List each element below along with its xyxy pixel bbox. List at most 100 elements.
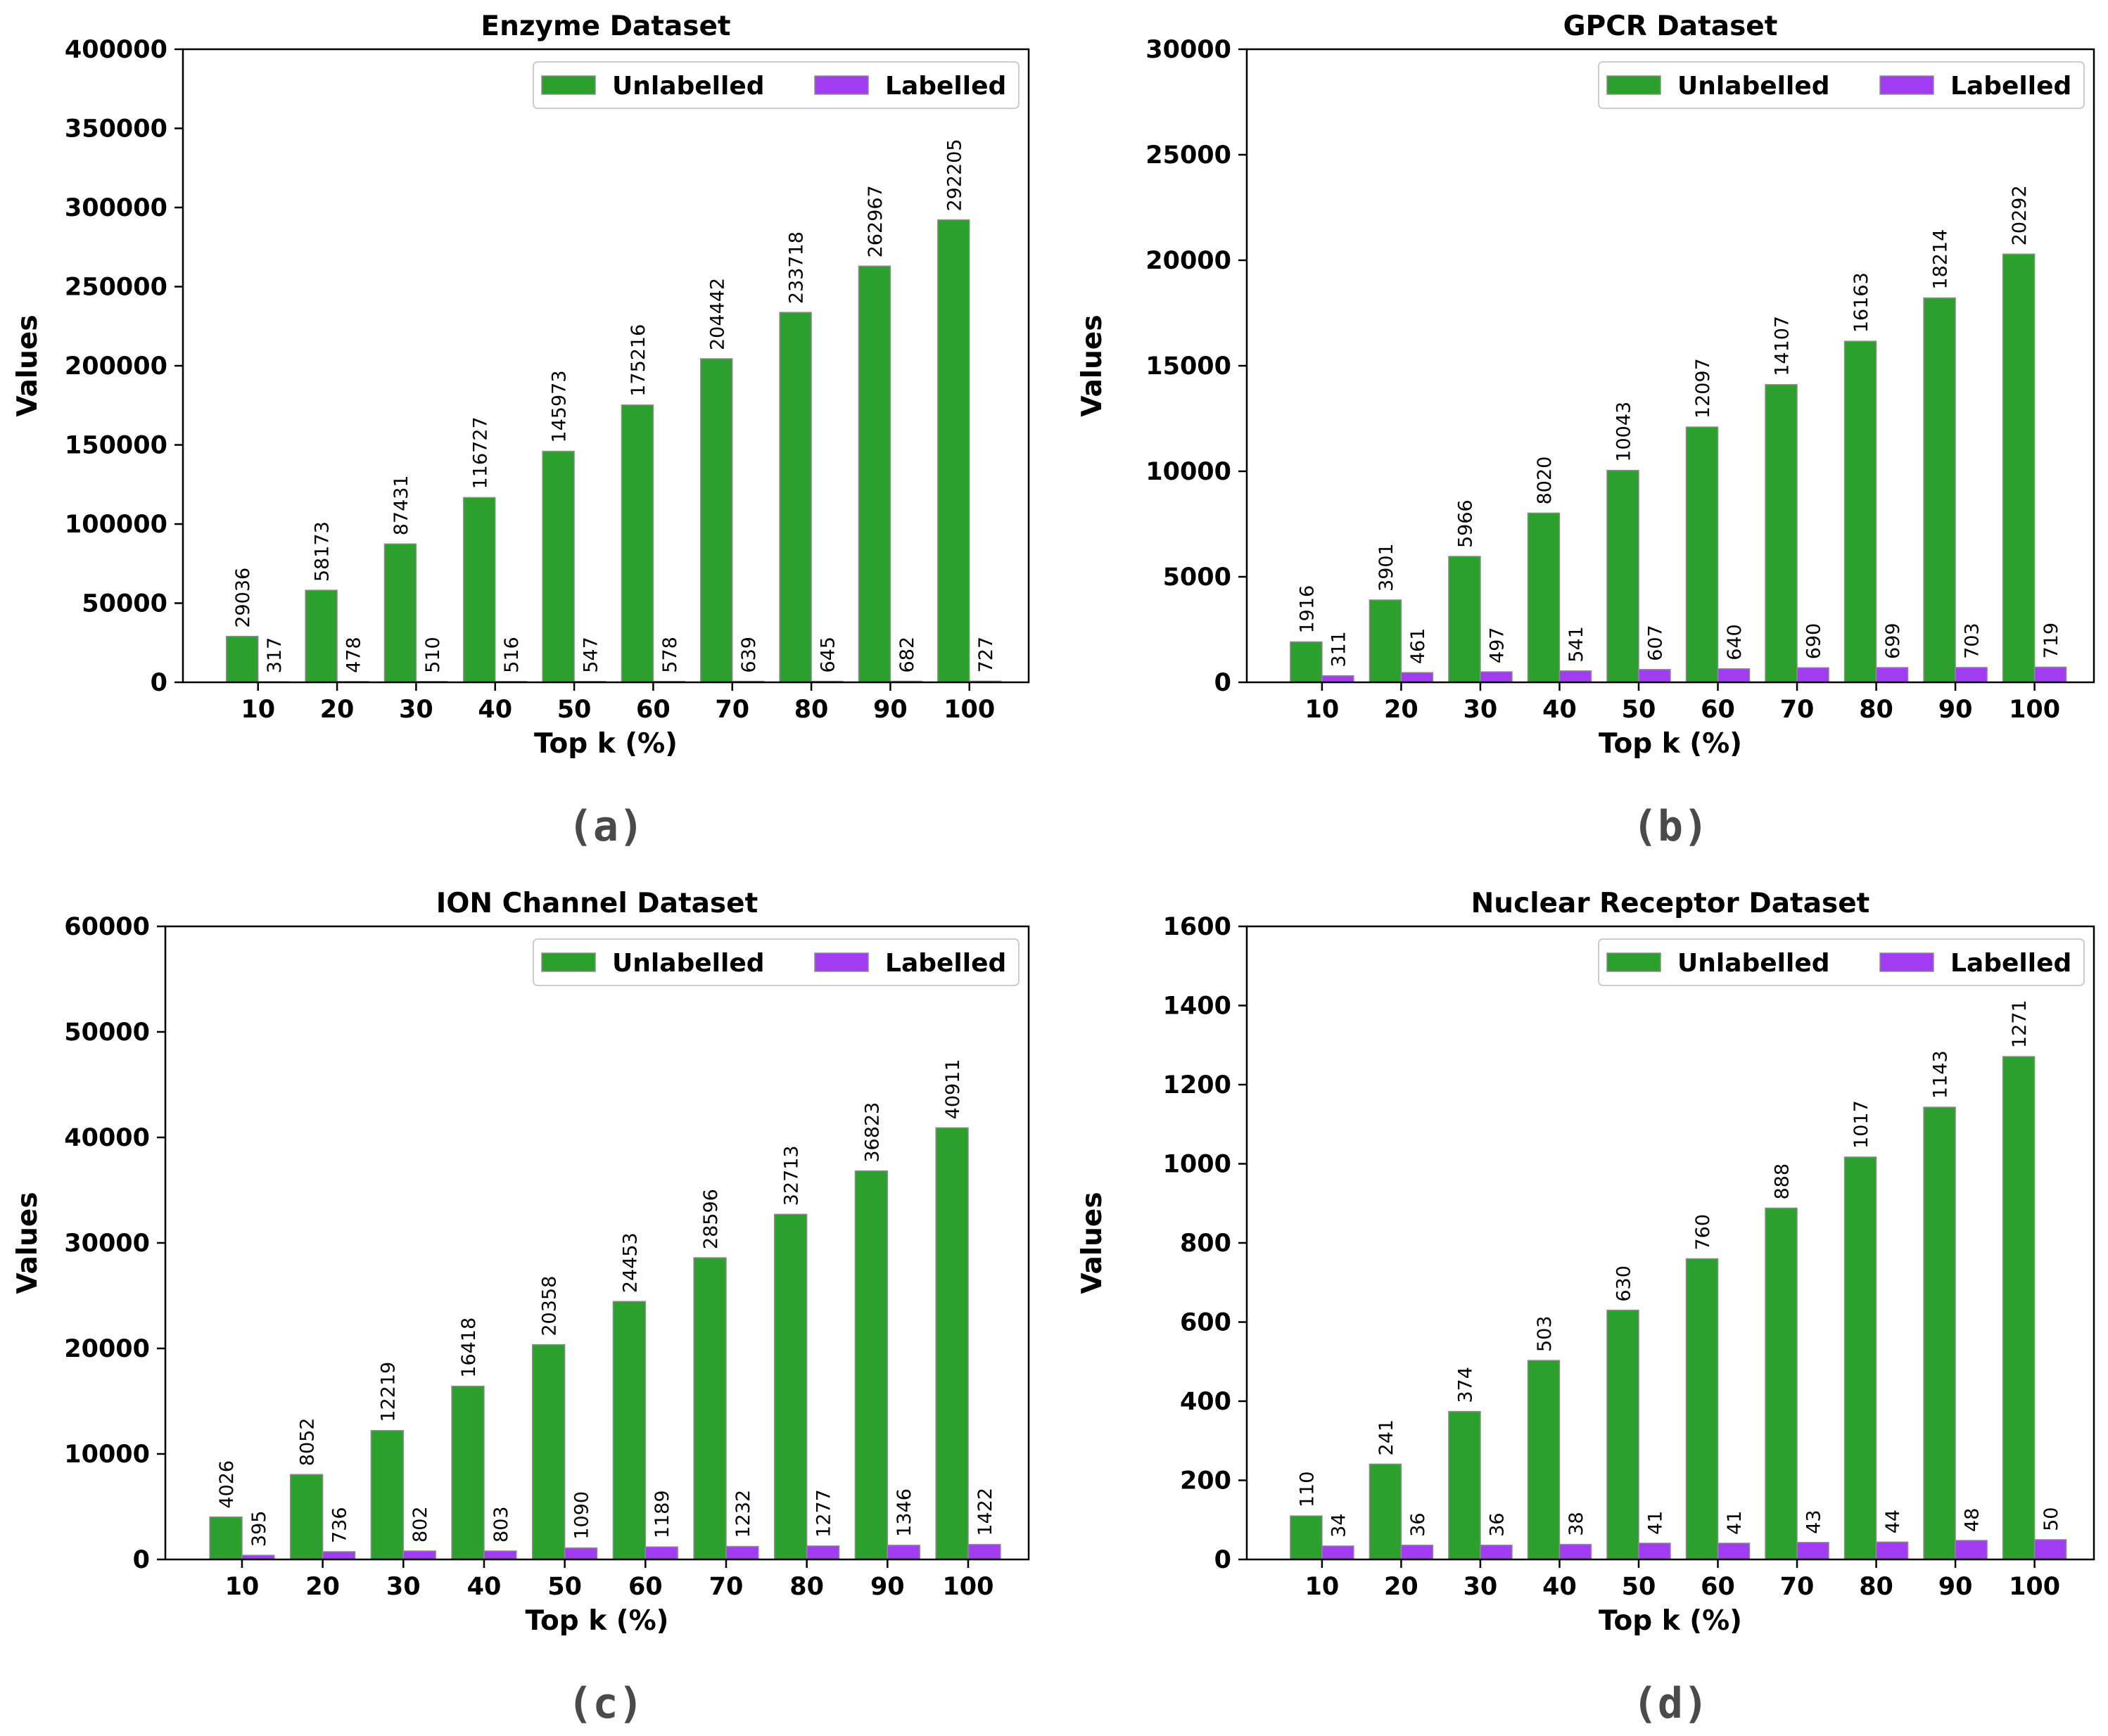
legend-box xyxy=(533,938,1020,986)
legend-swatch-labelled xyxy=(814,75,869,95)
x-tick-label: 70 xyxy=(1780,1573,1815,1601)
data-label-unlabelled: 58173 xyxy=(312,521,334,582)
chart-panel-c: ION Channel Dataset402680521221916418203… xyxy=(12,888,1030,1728)
bar-labelled-40 xyxy=(483,1550,517,1560)
bar-unlabelled-70 xyxy=(1765,384,1798,683)
plot-frame xyxy=(1245,48,2095,684)
data-label-labelled: 802 xyxy=(409,1506,431,1543)
x-tick-label: 100 xyxy=(2009,1573,2060,1601)
x-axis-label: Top k (%) xyxy=(534,728,678,760)
bar-unlabelled-100 xyxy=(935,1127,969,1560)
y-tick-label: 800 xyxy=(1180,1230,1231,1258)
data-label-labelled: 639 xyxy=(738,637,760,673)
x-tick-label: 30 xyxy=(1463,696,1498,724)
bar-labelled-30 xyxy=(1480,671,1513,683)
data-label-labelled: 1422 xyxy=(974,1488,996,1536)
y-tick-label: 250000 xyxy=(65,274,167,302)
y-tick-label: 10000 xyxy=(1145,458,1231,486)
y-tick-label: 50000 xyxy=(82,590,167,618)
data-label-labelled: 803 xyxy=(490,1506,512,1543)
data-label-unlabelled: 760 xyxy=(1692,1214,1714,1251)
data-label-unlabelled: 503 xyxy=(1534,1316,1556,1353)
data-label-unlabelled: 1916 xyxy=(1296,585,1318,634)
x-tick-label: 80 xyxy=(1859,1573,1893,1601)
y-tick-label: 10000 xyxy=(64,1441,150,1469)
panel-caption: (a) xyxy=(568,802,644,851)
bar-unlabelled-30 xyxy=(370,1429,405,1560)
legend-box xyxy=(1598,938,2085,986)
y-axis-label: Values xyxy=(1077,1192,1108,1294)
bar-unlabelled-10 xyxy=(226,635,259,683)
bar-unlabelled-80 xyxy=(779,312,812,683)
y-tick-label: 200 xyxy=(1180,1467,1231,1495)
data-label-unlabelled: 32713 xyxy=(781,1145,803,1206)
bar-labelled-20 xyxy=(1400,1545,1434,1560)
data-label-unlabelled: 40911 xyxy=(942,1059,964,1119)
data-label-unlabelled: 630 xyxy=(1613,1265,1634,1302)
x-tick-label: 50 xyxy=(547,1573,582,1601)
x-tick-label: 60 xyxy=(1701,1573,1735,1601)
legend-label-labelled: Labelled xyxy=(885,72,1006,101)
legend-label-unlabelled: Unlabelled xyxy=(1677,949,1830,978)
x-tick-label: 20 xyxy=(320,696,355,724)
bar-labelled-30 xyxy=(402,1550,436,1560)
bar-unlabelled-50 xyxy=(1606,469,1639,683)
bar-unlabelled-20 xyxy=(1369,1463,1402,1560)
x-tick-label: 100 xyxy=(2009,696,2060,724)
bar-unlabelled-70 xyxy=(1765,1207,1798,1560)
chart-title: Enzyme Dataset xyxy=(481,11,730,42)
x-tick-label: 10 xyxy=(1305,1573,1340,1601)
data-label-unlabelled: 16418 xyxy=(458,1317,480,1378)
data-label-labelled: 719 xyxy=(2040,623,2062,659)
data-label-labelled: 607 xyxy=(1644,625,1666,661)
bar-unlabelled-100 xyxy=(937,219,970,683)
data-label-labelled: 36 xyxy=(1486,1512,1508,1536)
data-label-unlabelled: 8020 xyxy=(1534,457,1556,505)
bar-labelled-60 xyxy=(1717,1543,1751,1560)
x-tick-label: 60 xyxy=(636,696,671,724)
data-label-unlabelled: 888 xyxy=(1772,1163,1793,1200)
data-label-unlabelled: 36823 xyxy=(861,1102,883,1163)
data-label-labelled: 727 xyxy=(975,637,997,673)
data-label-labelled: 682 xyxy=(896,637,918,673)
data-label-labelled: 41 xyxy=(1644,1511,1666,1535)
data-label-labelled: 478 xyxy=(343,637,365,673)
bar-labelled-90 xyxy=(887,1545,920,1560)
x-tick-label: 20 xyxy=(1384,696,1418,724)
x-tick-label: 80 xyxy=(1859,696,1893,724)
y-tick-label: 20000 xyxy=(1145,247,1231,275)
data-label-labelled: 640 xyxy=(1724,624,1746,660)
x-tick-label: 90 xyxy=(1938,696,1973,724)
chart-title: ION Channel Dataset xyxy=(436,888,758,919)
bar-unlabelled-90 xyxy=(1923,297,1956,683)
data-label-unlabelled: 374 xyxy=(1454,1367,1476,1403)
bar-labelled-70 xyxy=(725,1545,759,1560)
y-tick-label: 200000 xyxy=(65,352,167,381)
data-label-unlabelled: 1017 xyxy=(1850,1100,1872,1149)
data-label-unlabelled: 18214 xyxy=(1930,229,1952,290)
y-axis-label: Values xyxy=(12,314,44,416)
legend-swatch-labelled xyxy=(1879,75,1934,95)
data-label-labelled: 461 xyxy=(1407,628,1429,665)
bar-unlabelled-10 xyxy=(1290,1515,1323,1560)
data-label-unlabelled: 4026 xyxy=(216,1460,238,1509)
bar-unlabelled-100 xyxy=(2002,1056,2036,1560)
bar-labelled-20 xyxy=(322,1551,356,1560)
legend-swatch-unlabelled xyxy=(541,75,596,95)
legend-swatch-unlabelled xyxy=(541,952,596,972)
y-tick-label: 0 xyxy=(1214,669,1231,697)
bar-labelled-40 xyxy=(1558,1543,1592,1560)
x-tick-label: 90 xyxy=(873,696,908,724)
y-tick-label: 600 xyxy=(1180,1309,1231,1337)
panel-caption: (d) xyxy=(1632,1679,1708,1728)
data-label-labelled: 311 xyxy=(1328,631,1350,668)
y-tick-label: 400000 xyxy=(65,36,167,64)
bar-unlabelled-90 xyxy=(1923,1106,1956,1560)
x-tick-label: 70 xyxy=(1780,696,1815,724)
legend-label-labelled: Labelled xyxy=(1950,72,2071,101)
x-tick-label: 50 xyxy=(1622,696,1656,724)
data-label-labelled: 1189 xyxy=(652,1490,673,1538)
bar-labelled-100 xyxy=(2033,666,2067,683)
plot-frame xyxy=(182,48,1030,684)
